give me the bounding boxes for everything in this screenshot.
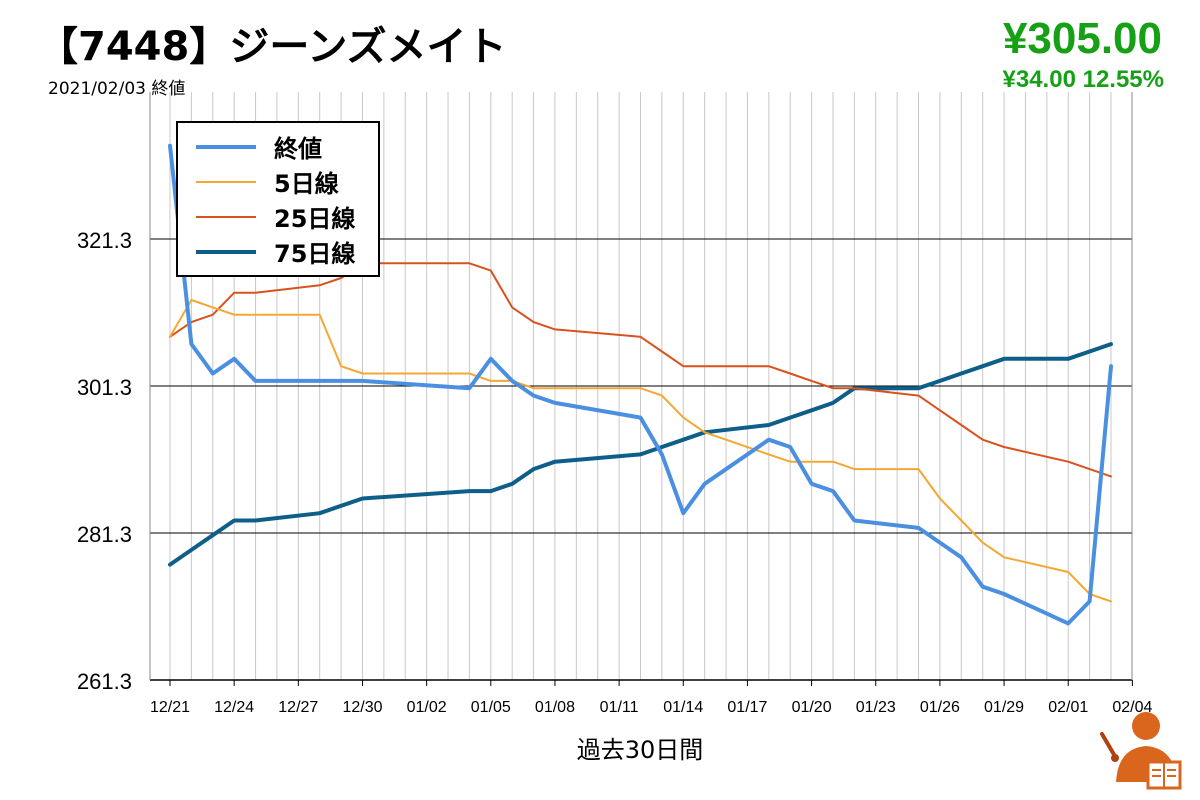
series-ma25-line	[169, 262, 1112, 478]
x-tick-label: 01/02	[407, 699, 447, 716]
legend-swatch-ma5	[196, 180, 256, 183]
legend-item-ma25: 25日線	[178, 199, 378, 234]
x-tick-label: 12/30	[342, 699, 382, 716]
legend-swatch-close	[196, 144, 256, 149]
legend-item-ma75: 75日線	[178, 234, 378, 269]
x-axis-title: 過去30日間	[577, 736, 704, 764]
y-tick-label: 281.3	[77, 522, 132, 547]
chart-subtitle: 2021/02/03 終値	[48, 79, 186, 99]
x-tick-label: 02/04	[1112, 699, 1152, 716]
x-tick-label: 02/01	[1048, 699, 1088, 716]
price-change: ¥34.00 12.55%	[1002, 66, 1164, 93]
x-tick-label: 01/26	[920, 699, 960, 716]
x-tick-label: 12/21	[150, 699, 190, 716]
series-ma5-line	[169, 299, 1112, 603]
x-tick-label: 01/11	[600, 699, 639, 716]
teacher-logo-icon	[1100, 712, 1182, 790]
y-tick-label: 321.3	[77, 228, 132, 253]
legend-item-close: 終値	[178, 129, 378, 164]
legend-item-ma5: 5日線	[178, 164, 378, 199]
current-price: ¥305.00	[1002, 14, 1162, 63]
x-tick-label: 01/17	[727, 699, 767, 716]
legend-label-ma75: 75日線	[274, 240, 356, 268]
x-tick-label: 12/27	[278, 699, 318, 716]
x-tick-label: 01/23	[856, 699, 896, 716]
chart-legend: 終値 5日線 25日線 75日線	[176, 121, 380, 277]
x-tick-label: 12/24	[214, 699, 254, 716]
legend-swatch-ma75	[196, 249, 256, 254]
legend-label-ma5: 5日線	[274, 170, 339, 198]
legend-label-close: 終値	[274, 135, 322, 163]
axes	[149, 92, 1133, 681]
y-tick-label: 301.3	[77, 375, 132, 400]
series-ma75-line	[168, 342, 1113, 567]
legend-label-ma25: 25日線	[274, 205, 356, 233]
chart-title: 【7448】ジーンズメイト	[38, 24, 507, 70]
x-tick-label: 01/29	[984, 699, 1024, 716]
x-tick-label: 01/14	[663, 699, 703, 716]
series-close-line	[168, 143, 1113, 626]
x-tick-label: 01/05	[471, 699, 511, 716]
axis-labels: 321.3 301.3 281.3 261.3 12/21 12/24 12/27 12/30…	[77, 228, 1153, 764]
y-tick-label: 261.3	[77, 669, 132, 694]
x-tick-label: 01/08	[535, 699, 575, 716]
series-lines	[168, 143, 1113, 626]
x-tick-label: 01/20	[792, 699, 832, 716]
legend-swatch-ma25	[196, 215, 256, 218]
